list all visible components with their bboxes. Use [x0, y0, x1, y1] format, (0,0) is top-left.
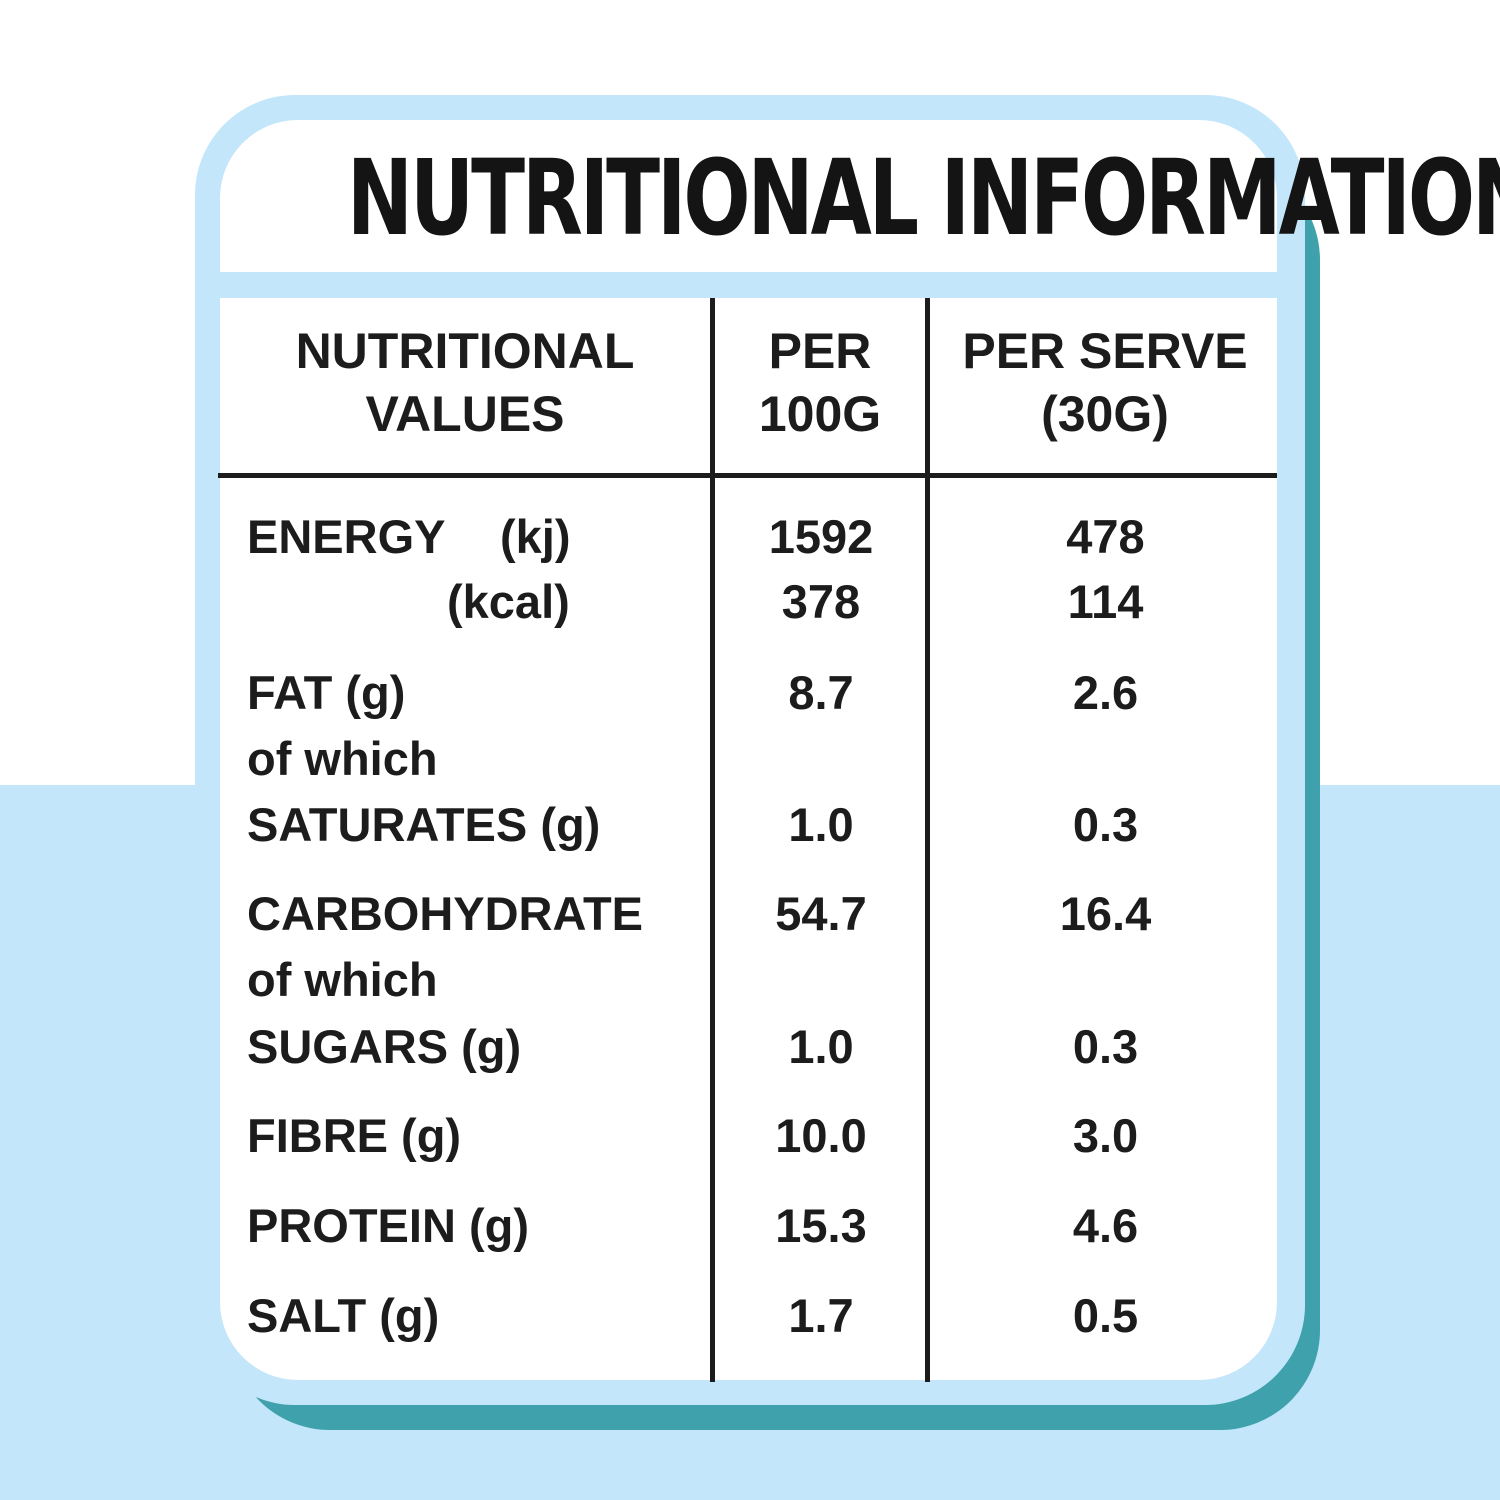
- value-fat-serve: 2.6: [1072, 666, 1139, 719]
- value-saturates-serve: 0.3: [1072, 798, 1139, 851]
- value-saturates-per100: 1.0: [788, 798, 854, 851]
- value-fibre-serve: 3.0: [1072, 1109, 1139, 1162]
- row-label-fat-of-which: of which: [247, 732, 438, 785]
- header-per-100g: PER 100G: [758, 323, 882, 442]
- column-divider-1: [710, 298, 715, 1382]
- value-protein-per100: 15.3: [775, 1199, 867, 1252]
- row-label-salt: SALT (g): [247, 1289, 440, 1342]
- value-fibre-per100: 10.0: [775, 1109, 867, 1162]
- page-title: NUTRITIONAL INFORMATION: [346, 137, 1500, 259]
- nutrition-card: [220, 120, 1277, 1380]
- value-salt-per100: 1.7: [788, 1289, 854, 1342]
- value-energy-kcal-serve: 114: [1067, 575, 1144, 628]
- column-divider-2: [925, 298, 930, 1382]
- row-unit-kcal: (kcal): [447, 575, 570, 628]
- value-fat-per100: 8.7: [788, 666, 854, 719]
- value-energy-kj-per100: 1592: [768, 510, 874, 563]
- row-label-fat: FAT (g): [247, 666, 406, 719]
- row-label-protein: PROTEIN (g): [247, 1199, 529, 1252]
- header-nutritional-values: NUTRITIONAL VALUES: [295, 323, 635, 442]
- value-sugars-per100: 1.0: [788, 1020, 854, 1073]
- header-per-serve: PER SERVE (30G): [962, 323, 1248, 442]
- title-separator: [200, 272, 1300, 298]
- value-energy-kj-serve: 478: [1066, 510, 1145, 563]
- header-divider: [218, 473, 1277, 478]
- row-unit-kj: (kj): [500, 510, 571, 563]
- value-sugars-serve: 0.3: [1072, 1020, 1139, 1073]
- row-label-fibre: FIBRE (g): [247, 1109, 462, 1162]
- row-label-carb-of-which: of which: [247, 953, 438, 1006]
- value-carbohydrate-per100: 54.7: [775, 887, 867, 940]
- value-energy-kcal-per100: 378: [781, 575, 861, 628]
- value-salt-serve: 0.5: [1072, 1289, 1139, 1342]
- value-protein-serve: 4.6: [1072, 1199, 1139, 1252]
- value-carbohydrate-serve: 16.4: [1059, 887, 1152, 940]
- row-label-energy: ENERGY: [247, 510, 446, 563]
- row-label-carbohydrate: CARBOHYDRATE: [247, 887, 644, 940]
- row-label-sugars: SUGARS (g): [247, 1020, 522, 1073]
- row-label-saturates: SATURATES (g): [247, 798, 601, 851]
